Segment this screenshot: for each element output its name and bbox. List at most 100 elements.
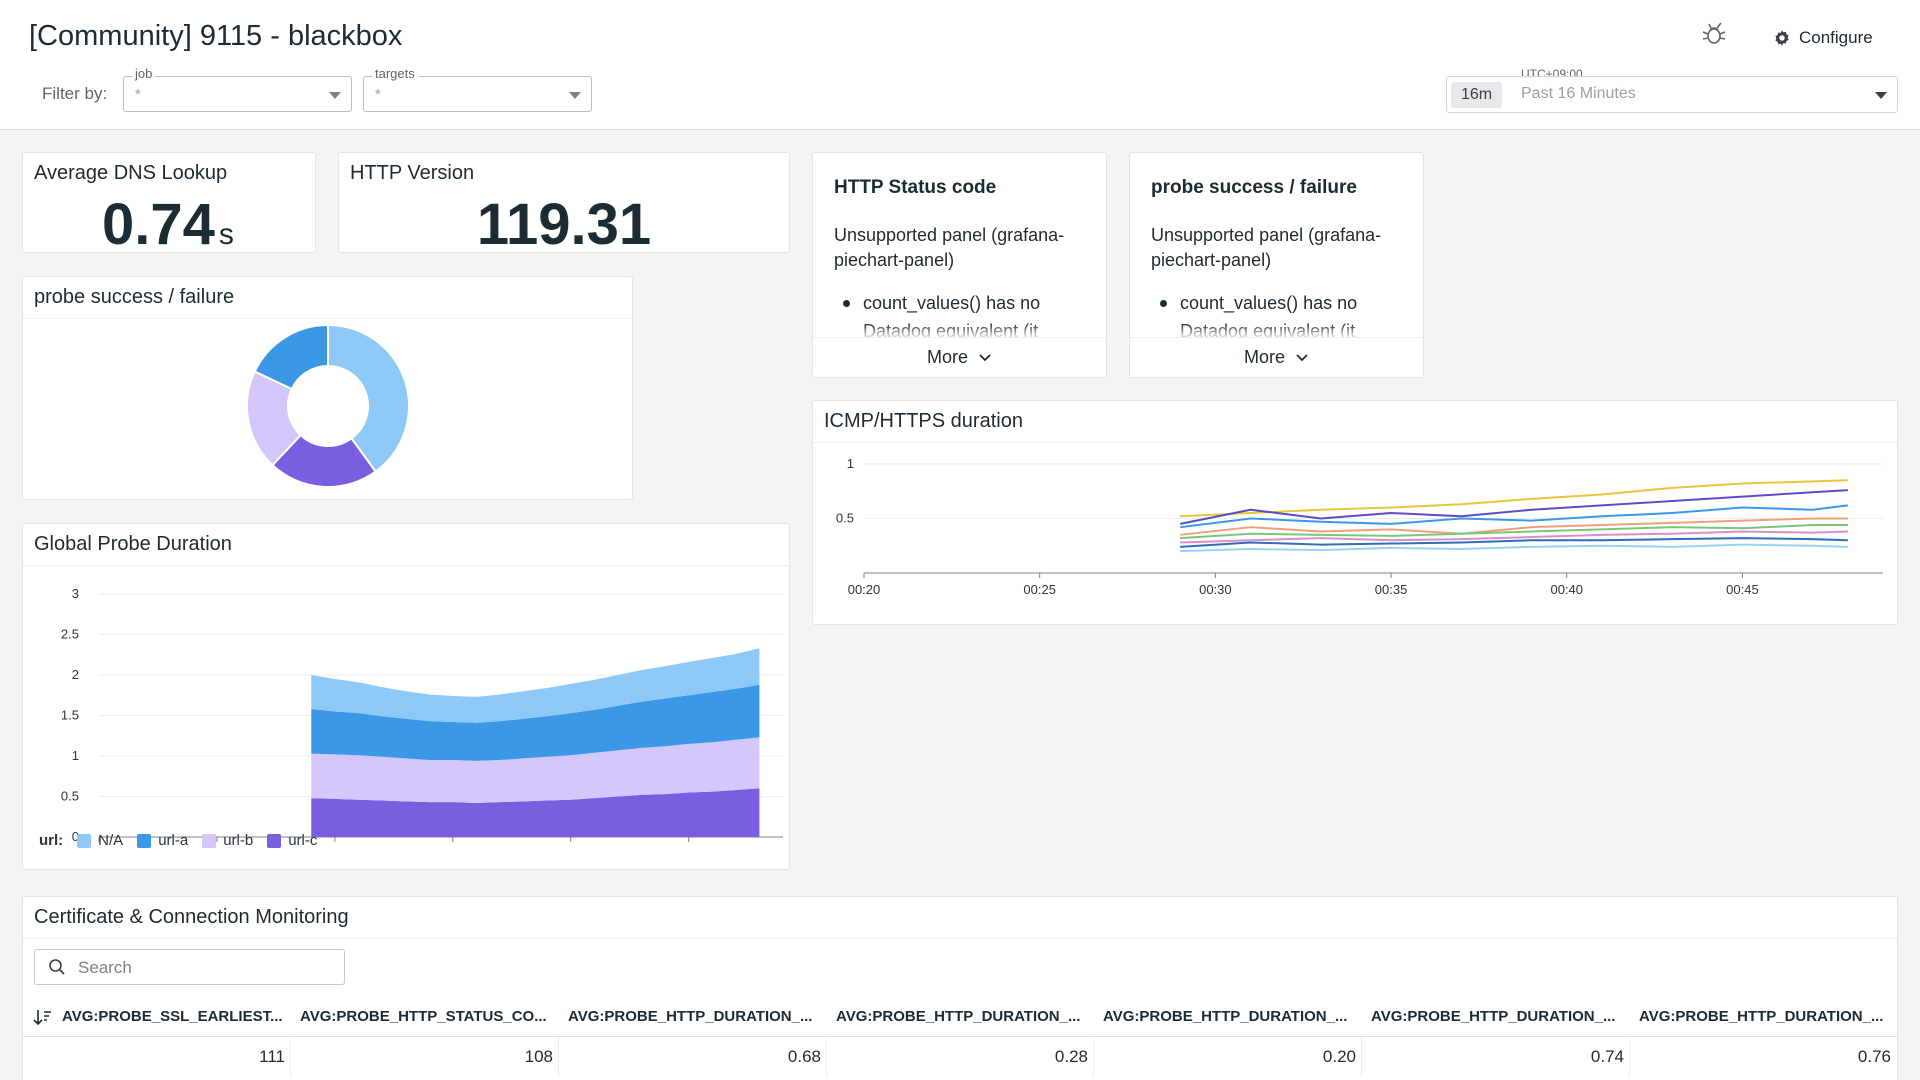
legend-swatch bbox=[137, 833, 152, 848]
column-divider bbox=[558, 1037, 559, 1077]
y-tick-label: 1.5 bbox=[61, 708, 79, 723]
chart-legend: url: N/A url-a url-b url-c bbox=[39, 832, 317, 849]
legend-item-url-b[interactable]: url-b bbox=[202, 832, 253, 849]
legend-label: url-a bbox=[158, 832, 189, 849]
line-series-4 bbox=[1180, 517, 1848, 536]
column-header[interactable]: AVG:PROBE_HTTP_DURATION_... bbox=[1371, 1008, 1616, 1025]
legend-swatch bbox=[267, 833, 282, 848]
y-tick-label: 3 bbox=[72, 586, 79, 601]
legend-item-url-c[interactable]: url-c bbox=[267, 832, 317, 849]
http-status-panel: HTTP Status code Unsupported panel (graf… bbox=[812, 152, 1107, 378]
x-tick-label: 00:30 bbox=[1199, 582, 1232, 597]
panel-title: Certificate & Connection Monitoring bbox=[34, 906, 349, 928]
table-cell: 0.68 bbox=[787, 1047, 821, 1066]
column-header[interactable]: AVG:PROBE_HTTP_DURATION_... bbox=[1103, 1008, 1348, 1025]
table-cell: 111 bbox=[259, 1047, 285, 1066]
line-series-1 bbox=[1180, 479, 1848, 518]
line-series-8 bbox=[1180, 543, 1848, 553]
panel-divider bbox=[23, 318, 632, 319]
column-header[interactable]: AVG:PROBE_HTTP_DURATION_... bbox=[836, 1008, 1081, 1025]
probe-unsupported-panel: probe success / failure Unsupported pane… bbox=[1129, 152, 1424, 378]
time-range-picker[interactable]: 16m Past 16 Minutes bbox=[1446, 76, 1898, 113]
panel-title: ICMP/HTTPS duration bbox=[824, 410, 1023, 432]
legend-swatch bbox=[77, 833, 92, 848]
x-tick-label: 00:35 bbox=[1375, 582, 1408, 597]
legend-label: N/A bbox=[98, 832, 124, 849]
panel-title: probe success / failure bbox=[34, 286, 235, 308]
probe-donut-panel: probe success / failure bbox=[22, 276, 633, 500]
chevron-down-icon bbox=[979, 353, 991, 361]
pie-slice bbox=[327, 323, 410, 473]
y-tick-label: 1 bbox=[847, 456, 854, 471]
x-tick-label: 00:45 bbox=[1726, 582, 1759, 597]
chevron-down-icon bbox=[1875, 92, 1887, 99]
time-range-chip: 16m bbox=[1451, 82, 1503, 108]
configure-label: Configure bbox=[1799, 28, 1873, 47]
area-series-n-a bbox=[311, 648, 760, 723]
unsupported-reason: count_values() has no Datadog equivalent… bbox=[1158, 289, 1388, 345]
http-version-panel: HTTP Version 119.31 bbox=[338, 152, 790, 253]
global-probe-panel: Global Probe Duration 00.511.522.5300:20… bbox=[22, 523, 790, 870]
chevron-down-icon bbox=[1296, 353, 1308, 361]
area-series-url-a bbox=[311, 684, 760, 761]
job-variable-select[interactable]: job * bbox=[123, 66, 352, 112]
icmp-duration-panel: ICMP/HTTPS duration 0.5 1 00:20 00:25 00:30 0… bbox=[812, 400, 1898, 625]
unsupported-message: Unsupported panel (grafana-piechart-pane… bbox=[834, 225, 1065, 270]
line-series-2 bbox=[1180, 489, 1848, 525]
search-input[interactable]: Search bbox=[34, 949, 345, 985]
job-variable-label: job bbox=[132, 66, 156, 81]
line-chart: 0.5 1 00:20 00:25 00:30 00:35 00:40 00:45 bbox=[836, 456, 1883, 597]
area-series-url-b bbox=[311, 737, 760, 803]
line-series-6 bbox=[1180, 530, 1848, 544]
column-divider bbox=[1361, 1037, 1362, 1077]
table-cell: 0.76 bbox=[1857, 1047, 1891, 1066]
y-tick-label: 1 bbox=[72, 748, 79, 763]
column-divider bbox=[290, 1037, 291, 1077]
y-tick-label: 0 bbox=[72, 829, 79, 844]
panel-divider bbox=[23, 565, 789, 566]
panel-title: Global Probe Duration bbox=[34, 533, 232, 555]
more-label: More bbox=[926, 347, 968, 367]
y-tick-label: 2 bbox=[72, 667, 79, 682]
column-header[interactable]: AVG:PROBE_SSL_EARLIEST... bbox=[62, 1008, 283, 1025]
cert-table-panel: Certificate & Connection Monitoring Sear… bbox=[22, 896, 1898, 1080]
sort-icon[interactable] bbox=[33, 1008, 53, 1028]
donut-chart bbox=[246, 323, 410, 488]
legend-swatch bbox=[202, 833, 217, 848]
legend-item-url-a[interactable]: url-a bbox=[137, 832, 188, 849]
panel-title: HTTP Version bbox=[350, 162, 475, 184]
table-cell: 108 bbox=[524, 1047, 553, 1066]
filter-label: Filter by: bbox=[42, 84, 108, 103]
line-series-7 bbox=[1180, 537, 1848, 548]
column-header[interactable]: AVG:PROBE_HTTP_DURATION_... bbox=[1639, 1008, 1884, 1025]
chevron-down-icon bbox=[329, 92, 341, 99]
time-range-text: Past 16 Minutes bbox=[1521, 85, 1636, 102]
search-icon bbox=[49, 959, 65, 975]
unsupported-message: Unsupported panel (grafana-piechart-pane… bbox=[1151, 225, 1382, 270]
more-button[interactable]: More bbox=[1130, 337, 1423, 377]
configure-button[interactable]: Configure bbox=[1773, 26, 1873, 50]
x-tick-label: 00:40 bbox=[1550, 582, 1583, 597]
x-tick-label: 00:20 bbox=[848, 582, 881, 597]
targets-variable-select[interactable]: targets * bbox=[363, 66, 592, 112]
more-button[interactable]: More bbox=[813, 337, 1106, 377]
dns-lookup-panel: Average DNS Lookup 0.74 s bbox=[22, 152, 316, 253]
bug-icon[interactable] bbox=[1700, 20, 1728, 48]
dashboard-header: [Community] 9115 - blackbox Filter by: j… bbox=[0, 0, 1920, 130]
column-header[interactable]: AVG:PROBE_HTTP_STATUS_CO... bbox=[300, 1008, 547, 1025]
more-label: More bbox=[1243, 347, 1285, 367]
legend-key: url: bbox=[39, 832, 64, 849]
table-cell: 0.74 bbox=[1590, 1047, 1624, 1066]
search-placeholder: Search bbox=[78, 958, 132, 977]
y-tick-label: 2.5 bbox=[61, 627, 79, 642]
chevron-down-icon bbox=[569, 92, 581, 99]
x-tick-label: 00:25 bbox=[1023, 582, 1056, 597]
column-header[interactable]: AVG:PROBE_HTTP_DURATION_... bbox=[568, 1008, 813, 1025]
dns-value-unit: s bbox=[218, 218, 234, 251]
panel-divider bbox=[23, 938, 1897, 939]
unsupported-reason: count_values() has no Datadog equivalent… bbox=[841, 289, 1071, 345]
legend-item-na[interactable]: N/A bbox=[77, 832, 123, 849]
table-header: AVG:PROBE_SSL_EARLIEST... AVG:PROBE_HTTP… bbox=[23, 997, 1897, 1037]
http-version-value: 119.31 bbox=[476, 192, 652, 253]
table-cell: 0.28 bbox=[1054, 1047, 1088, 1066]
